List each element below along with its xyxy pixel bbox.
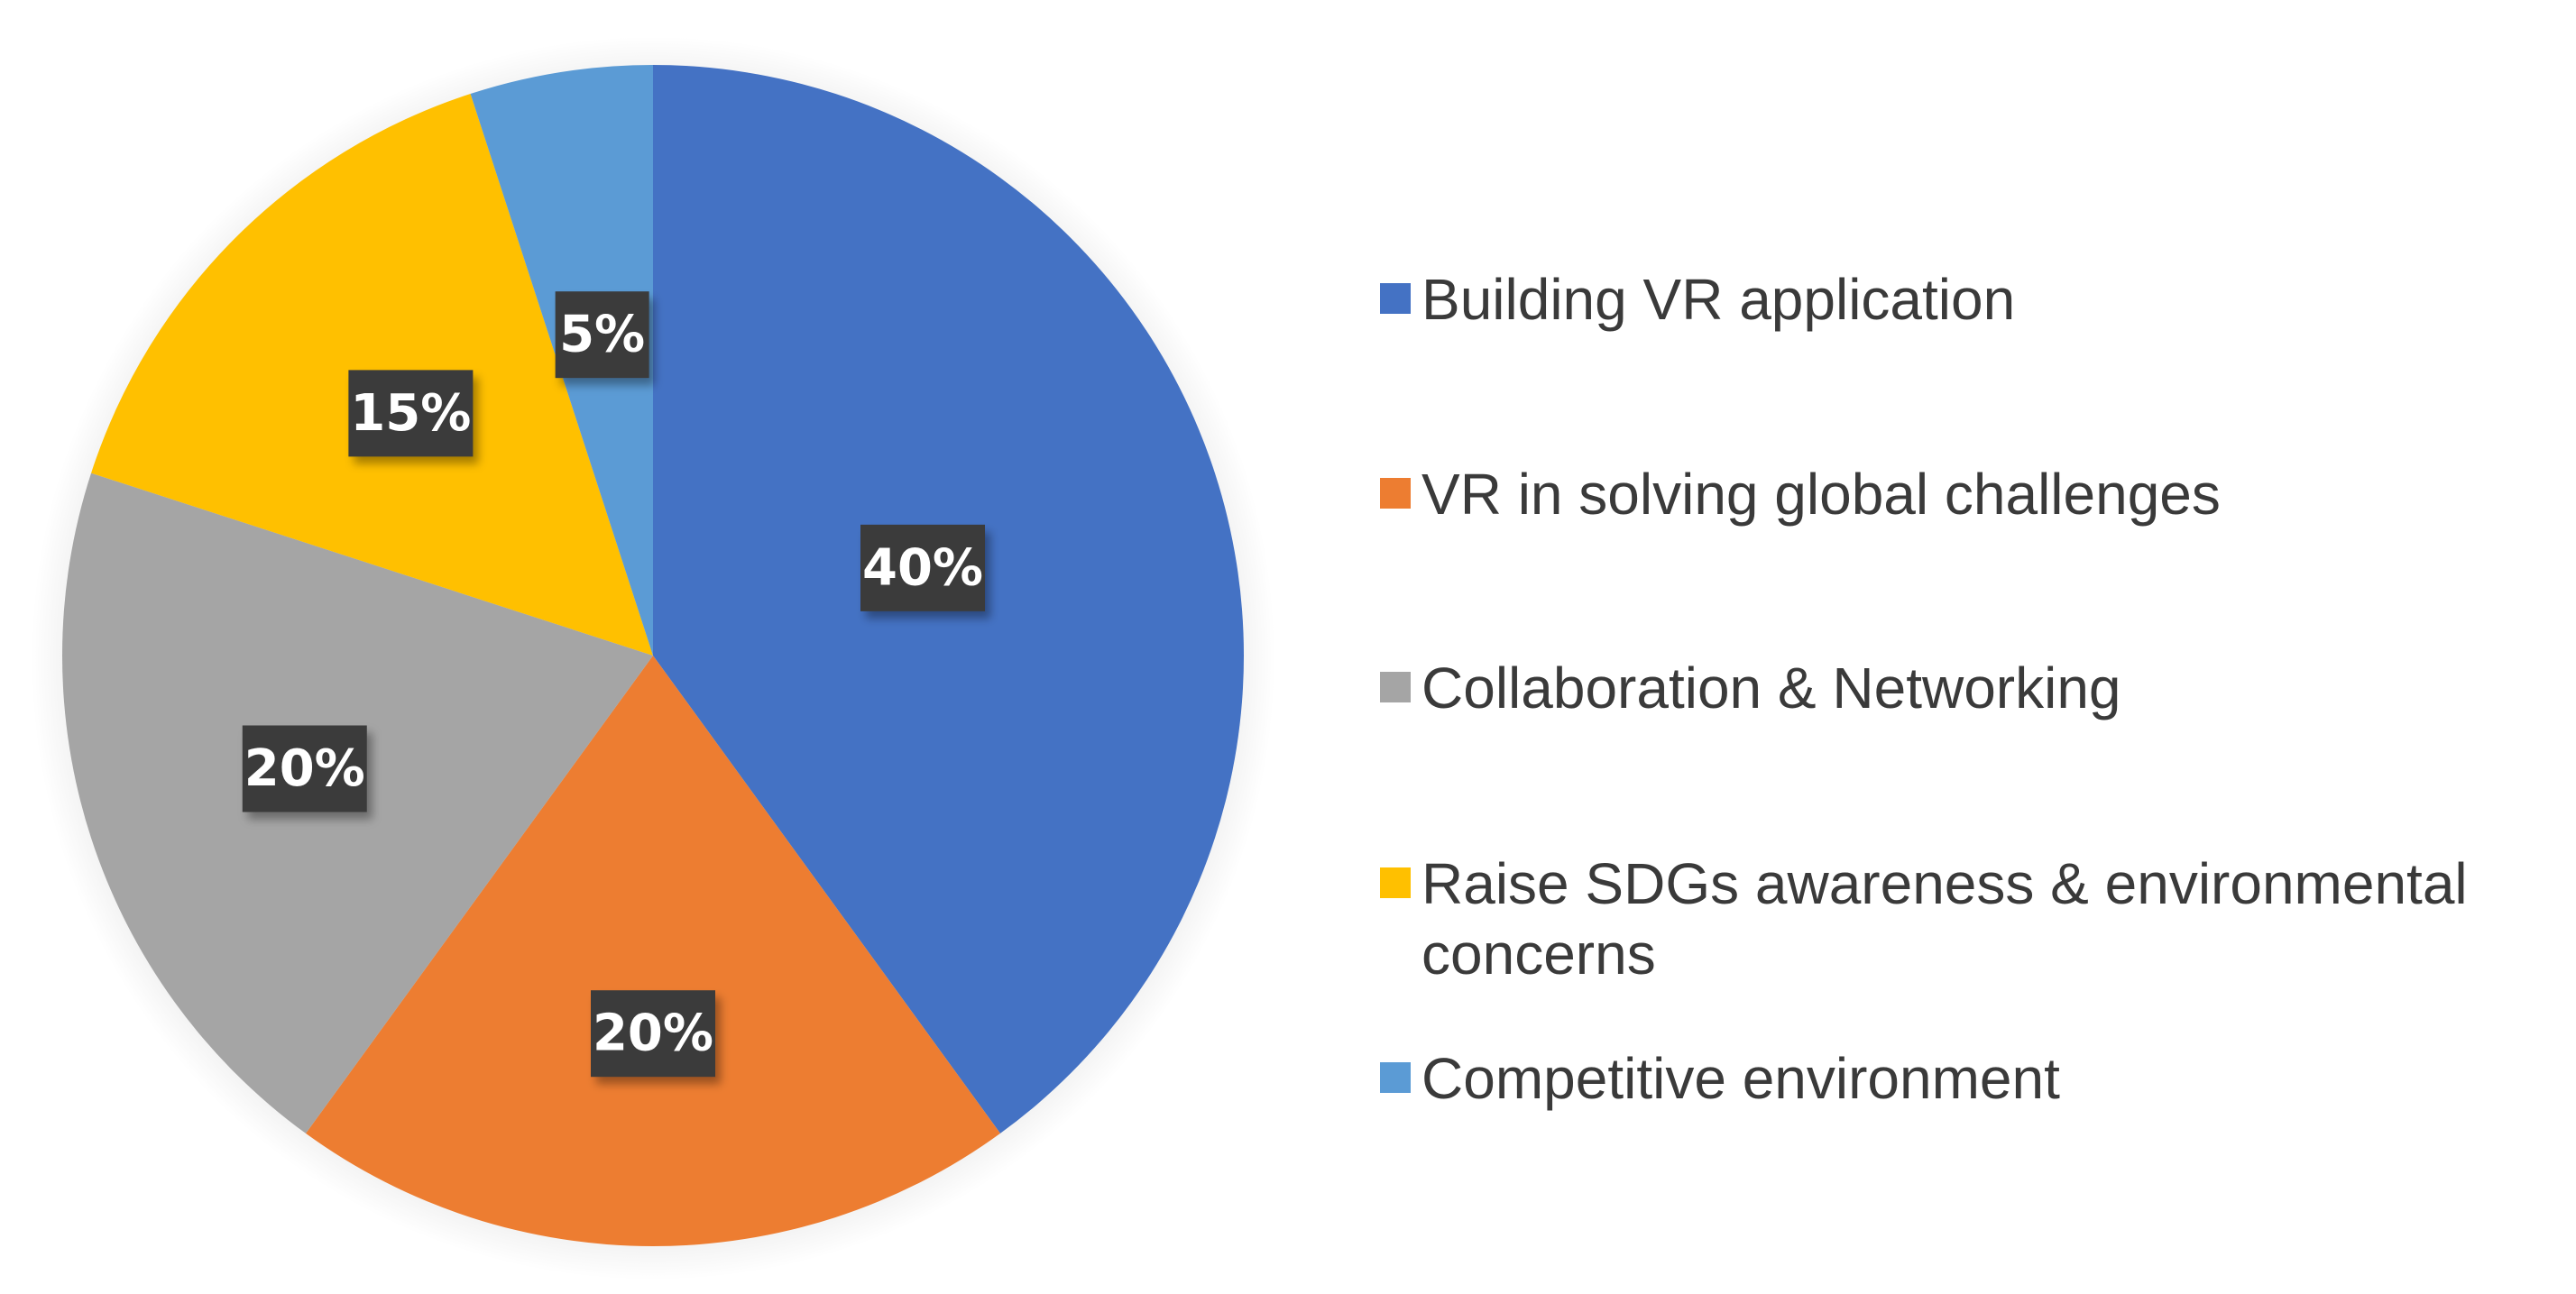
legend-swatch <box>1380 867 1411 898</box>
data-label-text: 15% <box>350 384 471 443</box>
legend-label: Competitive environment <box>1421 1046 2060 1111</box>
legend-swatch <box>1380 478 1411 509</box>
slice-data-labels: 40% 20% 20% 15% 5% <box>242 291 986 1078</box>
data-label-box <box>591 990 715 1078</box>
data-label-box <box>555 291 649 379</box>
data-label-building-vr-application: 40% <box>860 524 986 611</box>
legend-item-vr-in-solving-global-challenges: VR in solving global challenges <box>1380 462 2221 527</box>
legend: Building VR application VR in solving glo… <box>1380 267 2468 1111</box>
data-label-box <box>242 725 367 812</box>
data-label-raise-sdgs-awareness-environmental-concerns: 15% <box>348 370 474 457</box>
data-label-text: 20% <box>244 739 365 798</box>
legend-item-raise-sdgs-awareness-environmental-concerns: Raise SDGs awareness & environmental conc… <box>1380 851 2468 987</box>
legend-item-collaboration-networking: Collaboration & Networking <box>1380 656 2121 720</box>
legend-swatch <box>1380 672 1411 702</box>
legend-swatch <box>1380 1062 1411 1093</box>
data-label-text: 40% <box>862 538 983 597</box>
legend-item-building-vr-application: Building VR application <box>1380 267 2015 332</box>
legend-swatch <box>1380 283 1411 314</box>
data-label-box <box>348 370 474 457</box>
data-label-box <box>860 524 986 611</box>
data-label-competitive-environment: 5% <box>555 291 649 379</box>
legend-label: Collaboration & Networking <box>1421 656 2121 720</box>
data-label-text: 20% <box>593 1005 713 1063</box>
data-label-vr-in-solving-global-challenges: 20% <box>591 990 715 1078</box>
legend-item-competitive-environment: Competitive environment <box>1380 1046 2060 1111</box>
pie-slice-vr-in-solving-global-challenges <box>306 656 1000 1246</box>
legend-label: Raise SDGs awareness & environmental conc… <box>1421 851 2468 987</box>
data-label-text: 5% <box>559 306 645 364</box>
legend-label: Building VR application <box>1421 267 2015 332</box>
legend-label: VR in solving global challenges <box>1421 462 2221 527</box>
data-label-collaboration-networking: 20% <box>242 725 367 812</box>
